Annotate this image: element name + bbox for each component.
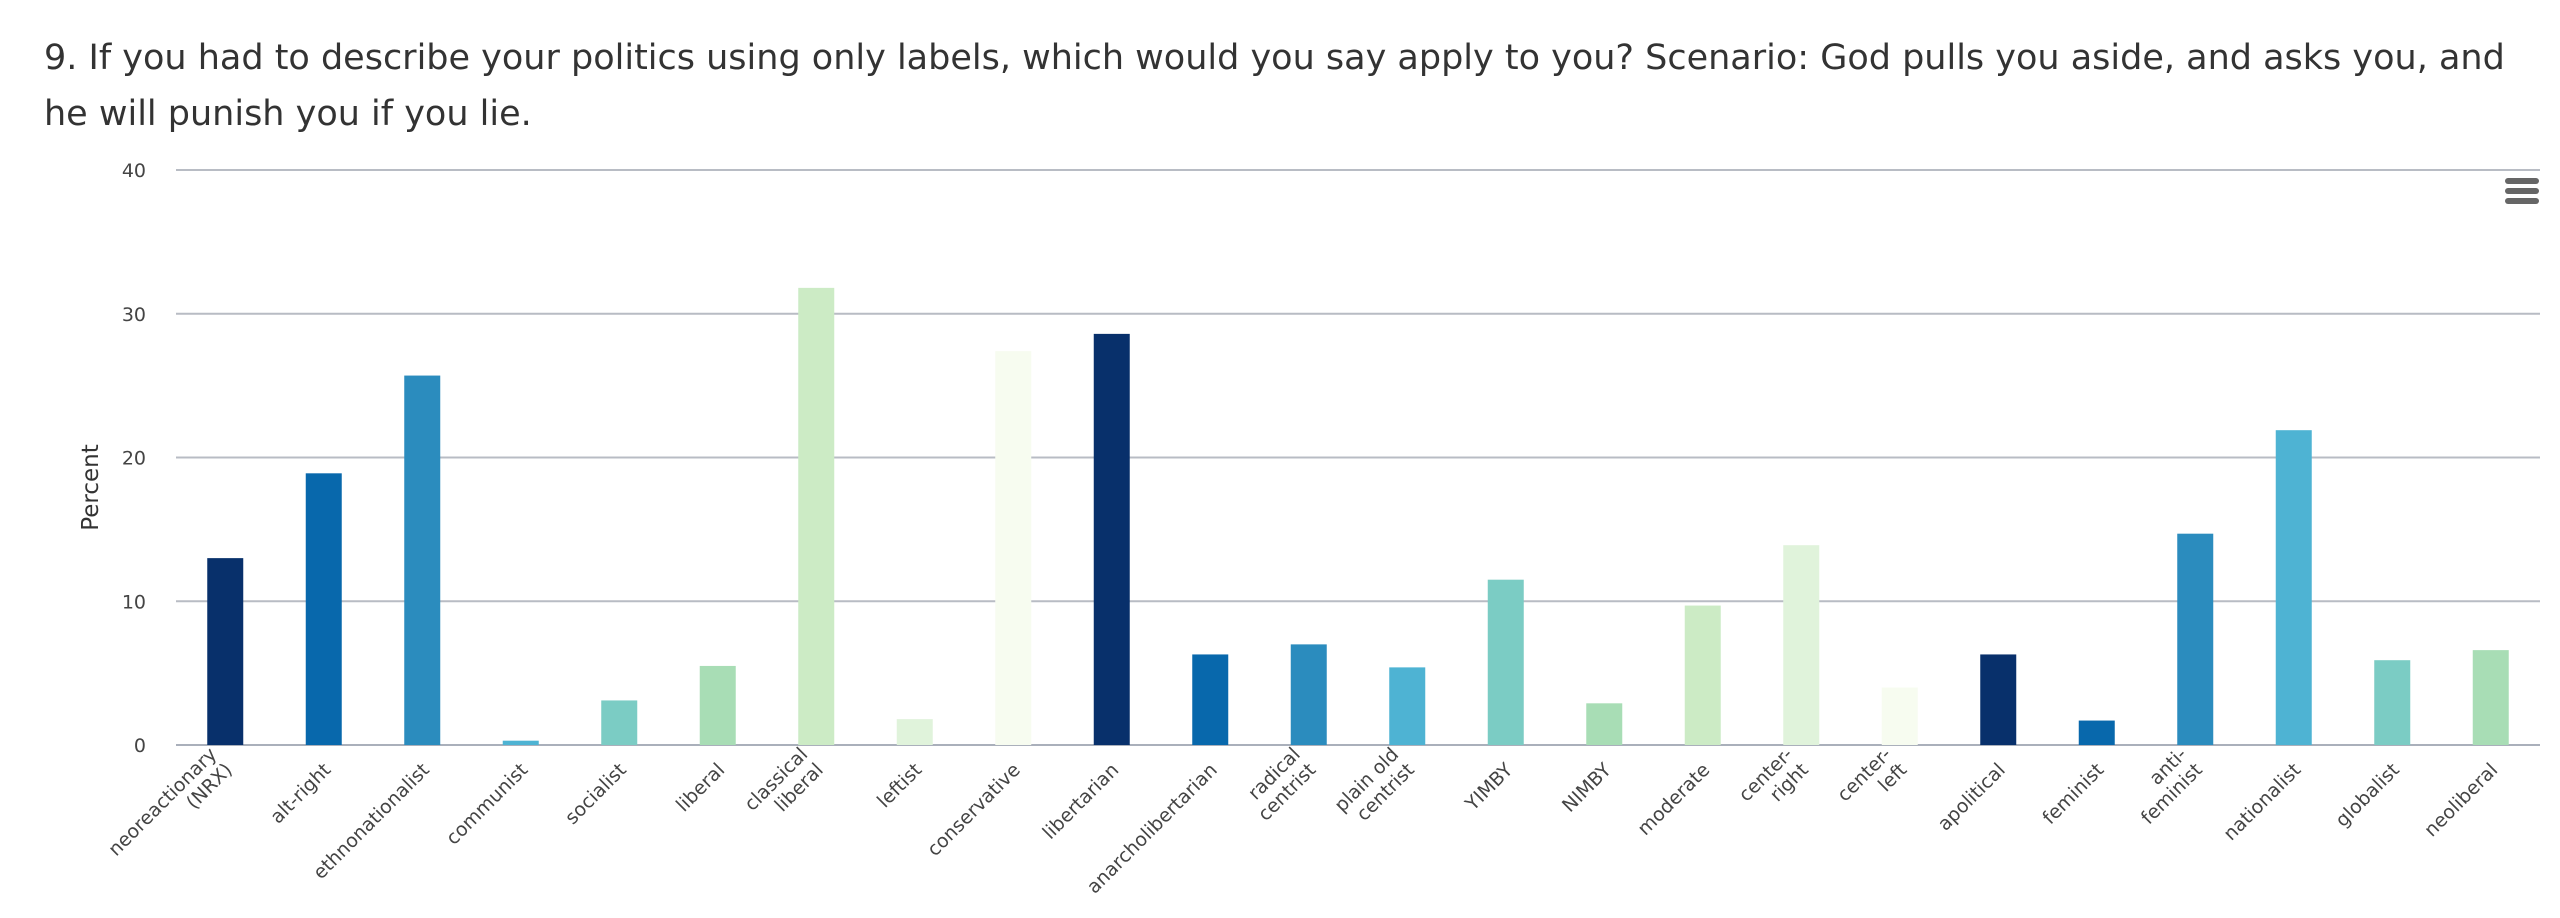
- x-tick-label: anti-feminist: [2121, 743, 2206, 828]
- y-tick-label: 0: [134, 735, 146, 757]
- bar[interactable]: [1586, 703, 1623, 745]
- y-tick-label: 40: [122, 160, 146, 182]
- x-tick-label: apolitical: [1933, 759, 2009, 835]
- x-tick-label: libertarian: [1038, 759, 1123, 844]
- bar[interactable]: [404, 375, 441, 745]
- bar[interactable]: [995, 351, 1032, 745]
- bar[interactable]: [1980, 654, 2017, 745]
- x-tick-label: center-left: [1833, 743, 1911, 821]
- bar[interactable]: [601, 700, 638, 745]
- x-tick-label: NIMBY: [1558, 759, 1616, 817]
- x-tick-label: neoliberal: [2420, 759, 2502, 841]
- x-tick-label: globalist: [2331, 759, 2404, 832]
- x-tick-label: neoreactionary(NRX): [104, 743, 237, 876]
- bar[interactable]: [1290, 644, 1327, 745]
- chart-title: 9. If you had to describe your politics …: [44, 38, 2505, 134]
- x-tick-label: liberal: [672, 759, 729, 816]
- x-tick-label: radicalcentrist: [1238, 743, 1320, 825]
- y-tick-label: 20: [122, 448, 146, 470]
- bar[interactable]: [502, 740, 539, 745]
- bar[interactable]: [699, 665, 736, 745]
- x-tick-label: moderate: [1633, 759, 1714, 840]
- y-tick-label: 30: [122, 304, 146, 326]
- bar[interactable]: [305, 473, 342, 745]
- bar[interactable]: [2472, 650, 2509, 745]
- x-tick-label: plain oldcentrist: [1330, 743, 1419, 832]
- x-tick-label: communist: [442, 759, 532, 849]
- bar[interactable]: [1487, 579, 1524, 745]
- bar[interactable]: [1093, 333, 1130, 745]
- bar[interactable]: [2177, 533, 2214, 745]
- bar[interactable]: [2374, 660, 2411, 745]
- bar[interactable]: [1389, 667, 1426, 745]
- bar[interactable]: [2078, 720, 2115, 745]
- x-tick-label: socialist: [561, 759, 631, 829]
- bar[interactable]: [2275, 430, 2312, 745]
- hamburger-menu-icon[interactable]: [2505, 178, 2539, 208]
- bar[interactable]: [207, 558, 244, 745]
- bar[interactable]: [1684, 605, 1721, 745]
- y-axis-label: Percent: [78, 444, 104, 531]
- x-tick-label: alt-right: [266, 759, 335, 828]
- bar[interactable]: [1783, 545, 1820, 745]
- x-tick-label: feminist: [2038, 759, 2108, 829]
- bar[interactable]: [1192, 654, 1229, 745]
- bar[interactable]: [1881, 687, 1918, 746]
- x-tick-label: nationalist: [2219, 759, 2305, 845]
- x-tick-label: center-right: [1734, 743, 1812, 821]
- x-tick-label: YIMBY: [1461, 759, 1518, 816]
- bar[interactable]: [798, 287, 835, 745]
- x-tick-label: leftist: [873, 759, 926, 812]
- x-tick-label: conservative: [923, 759, 1025, 861]
- bar[interactable]: [896, 719, 933, 745]
- y-tick-label: 10: [122, 591, 146, 613]
- x-tick-label: classicalliberal: [740, 743, 828, 831]
